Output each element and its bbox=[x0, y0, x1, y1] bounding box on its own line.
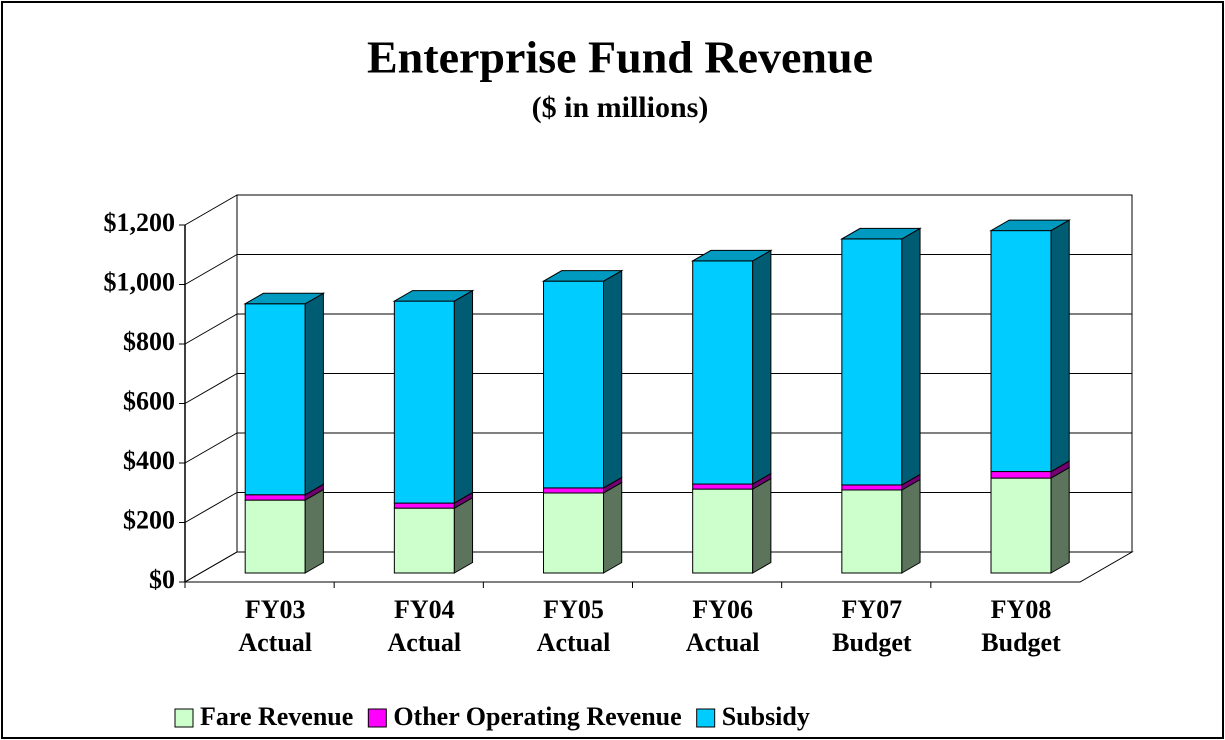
bar-segment-top bbox=[989, 219, 1072, 232]
bar-segment bbox=[990, 477, 1052, 574]
legend-label: Fare Revenue bbox=[200, 702, 353, 731]
grid-line bbox=[184, 373, 238, 404]
grid-line bbox=[184, 492, 238, 523]
bar-segment-side bbox=[453, 496, 474, 574]
grid-line bbox=[184, 194, 238, 226]
bar-segment bbox=[990, 471, 1052, 479]
bar-segment bbox=[393, 502, 455, 509]
y-tick-label: $0 bbox=[149, 565, 175, 594]
grid-line bbox=[184, 432, 238, 464]
bar-segment-side bbox=[603, 269, 623, 489]
legend-swatch bbox=[367, 708, 387, 728]
grid-line bbox=[184, 313, 238, 345]
legend-swatch bbox=[174, 708, 194, 728]
bar-segment-top bbox=[243, 292, 326, 305]
chart-subtitle: ($ in millions) bbox=[532, 91, 709, 124]
y-tick-label: $600 bbox=[123, 386, 175, 415]
y-tick-label: $800 bbox=[123, 327, 175, 356]
grid-line bbox=[184, 551, 238, 583]
bar-segment bbox=[543, 487, 605, 494]
x-tick-label: FY08 bbox=[991, 595, 1052, 624]
bar-segment-side bbox=[752, 477, 772, 574]
x-tick-label: Actual bbox=[686, 628, 760, 657]
bar-segment-side bbox=[304, 292, 324, 496]
x-tick-label: Actual bbox=[537, 628, 611, 657]
bar-segment-top bbox=[541, 270, 624, 282]
bar-segment bbox=[692, 488, 754, 574]
legend-swatch bbox=[696, 708, 716, 728]
y-tick-label: $400 bbox=[123, 446, 175, 475]
x-tick-label: Budget bbox=[981, 628, 1061, 657]
bar-segment-top bbox=[392, 290, 475, 302]
x-tick-label: FY07 bbox=[842, 595, 903, 624]
x-tick-label: Budget bbox=[832, 628, 912, 657]
x-tick-label: Actual bbox=[388, 628, 462, 657]
floor bbox=[183, 551, 1134, 583]
bar-segment bbox=[244, 499, 306, 574]
bar-segment bbox=[543, 280, 605, 489]
bar-segment bbox=[393, 507, 455, 574]
y-tick-label: $1,000 bbox=[104, 267, 176, 296]
chart-title: Enterprise Fund Revenue bbox=[367, 32, 873, 83]
bar-segment bbox=[990, 230, 1052, 473]
y-tick-label: $200 bbox=[123, 505, 175, 534]
bar-segment bbox=[543, 492, 605, 574]
bar-segment bbox=[841, 238, 903, 486]
bar-segment-side bbox=[453, 289, 474, 504]
bar-segment-side bbox=[603, 481, 623, 574]
bar-segment bbox=[393, 300, 455, 504]
bar-segment-side bbox=[752, 249, 772, 485]
bar-segment bbox=[692, 260, 754, 485]
bar-segment bbox=[244, 494, 306, 501]
bar-segment-side bbox=[901, 227, 921, 486]
grid-line bbox=[184, 254, 238, 285]
bar-segment-side bbox=[901, 478, 921, 574]
x-tick-label: FY05 bbox=[543, 595, 604, 624]
x-tick-label: FY03 bbox=[245, 595, 306, 624]
bar-segment-side bbox=[304, 488, 324, 574]
bar-segment-top bbox=[690, 249, 773, 262]
x-tick-label: FY04 bbox=[394, 595, 455, 624]
bar-segment bbox=[841, 484, 903, 491]
x-tick-label: FY06 bbox=[692, 595, 753, 624]
legend-label: Subsidy bbox=[722, 702, 810, 731]
bar-segment-side bbox=[1050, 219, 1070, 473]
legend-label: Other Operating Revenue bbox=[393, 702, 681, 731]
bar-segment bbox=[692, 483, 754, 490]
bar-segment-side bbox=[1050, 466, 1070, 574]
bar-segment bbox=[244, 303, 306, 496]
bar-segment-top bbox=[839, 227, 922, 240]
y-tick-label: $1,200 bbox=[104, 208, 176, 237]
bar-segment bbox=[841, 489, 903, 574]
x-tick-label: Actual bbox=[238, 628, 312, 657]
